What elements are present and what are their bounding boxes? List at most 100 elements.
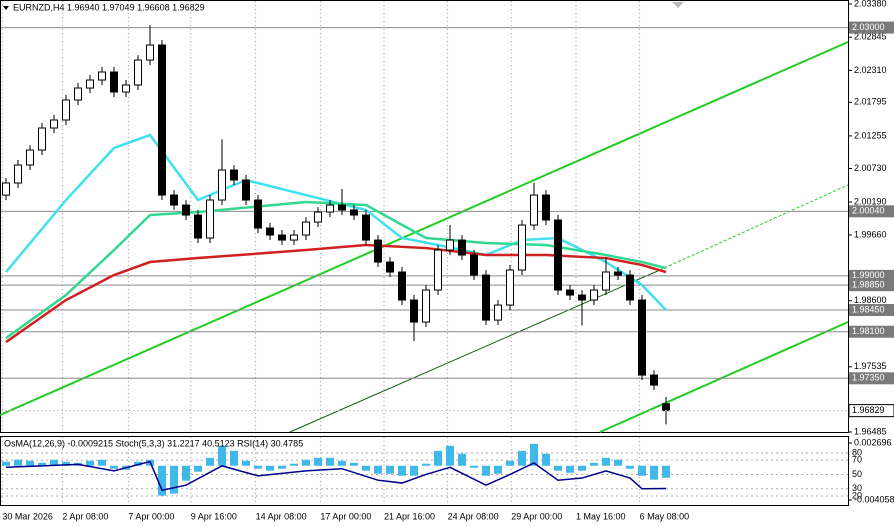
candle-body [590,289,598,301]
y2-tick-label: 20 [852,490,862,500]
channel-line [0,41,849,416]
osma-bar [26,460,34,466]
candle-body [170,194,178,206]
candle-body [386,261,394,273]
y-tick-label: 2.03380 [854,0,887,8]
level-label-box [849,304,894,317]
osma-bar [14,459,22,466]
osma-bar [206,457,214,466]
candle-body [50,119,58,129]
candle-body [494,304,502,321]
channel-extension [659,184,849,271]
candle-body [650,374,658,386]
candle-body [458,239,466,256]
level-label-box [849,269,894,282]
candle-body [314,211,322,223]
candle-body [266,227,274,236]
candle-body [182,204,190,216]
candle-body [446,239,454,251]
candle-body [134,59,142,86]
x-tick-label: 30 Mar 2026 [2,511,53,521]
y-tick-label: 2.00190 [854,196,887,206]
osma-bar [650,465,658,480]
osma-bar [362,465,370,471]
y-tick-label: 1.99660 [854,229,887,239]
candle-body [530,194,538,226]
candle-body [158,44,166,196]
level-label-box [849,205,894,218]
osma-bar [170,465,178,494]
candle-body [506,269,514,306]
osma-bar [86,460,94,466]
osma-bar [98,459,106,466]
y-tick-label: 2.02845 [854,32,887,42]
y-tick-label: 2.01255 [854,130,887,140]
osma-bar [434,450,442,466]
osma-bar [662,465,670,478]
shift-marker [672,2,684,8]
osma-bar [626,465,634,469]
osma-bar [518,450,526,466]
osma-bar [374,465,382,474]
candle-body [146,44,154,61]
osma-bar [386,465,394,474]
candle-body [2,182,10,196]
osma-bar [134,461,142,466]
candle-body [122,84,130,93]
x-tick-label: 17 Apr 00:00 [320,511,371,521]
osma-bar [530,443,538,466]
candle-body [410,299,418,323]
candle-body [542,194,550,221]
candle-body [302,221,310,236]
candle-body [482,274,490,321]
level-label-box [849,21,894,34]
osma-bar [302,459,310,466]
current-price-label: 1.96829 [852,405,885,415]
candle-body [218,169,226,201]
osma-bar [422,463,430,466]
candle-body [254,199,262,229]
x-tick-label: 9 Apr 16:00 [191,511,237,521]
level-label: 1.98450 [852,304,885,314]
osma-bar [230,450,238,466]
trend-line [289,269,661,433]
level-label: 1.97350 [852,373,885,383]
osma-bar [290,463,298,466]
osma-bar [254,465,262,469]
osma-bar [614,459,622,466]
osma-bar [2,461,10,466]
candle-body [518,224,526,271]
candle-body [278,234,286,241]
osma-bar [638,465,646,476]
candle-body [26,149,34,166]
x-tick-label: 14 Apr 08:00 [256,511,307,521]
level-label-box [849,372,894,385]
y2-tick-label: 80 [852,447,862,457]
candle-body [338,204,346,211]
level-label-box [849,325,894,338]
osma-bar [158,465,166,496]
indicator-title: OsMA(12,26,9) -0.0009215 Stoch(5,3,3) 31… [4,438,303,448]
candle-body [398,271,406,301]
osma-bar [242,460,250,466]
candle-body [554,219,562,291]
y-tick-label: 1.96485 [854,426,887,436]
osma-bar [398,465,406,476]
y-tick-label: 2.01795 [854,97,887,107]
osma-bar [278,465,286,469]
y-tick-label: 2.02310 [854,65,887,75]
osma-bar [578,465,586,471]
x-tick-label: 21 Apr 16:00 [384,511,435,521]
osma-bar [38,462,46,466]
osma-bar [266,465,274,471]
osma-bar [218,445,226,466]
y-tick-label: 2.00730 [854,163,887,173]
candle-body [194,214,202,239]
candle-body [362,214,370,241]
candle-body [242,179,250,201]
candle-body [86,79,94,89]
candle-body [290,234,298,241]
trend-lines [0,41,849,433]
candle-body [110,71,118,93]
